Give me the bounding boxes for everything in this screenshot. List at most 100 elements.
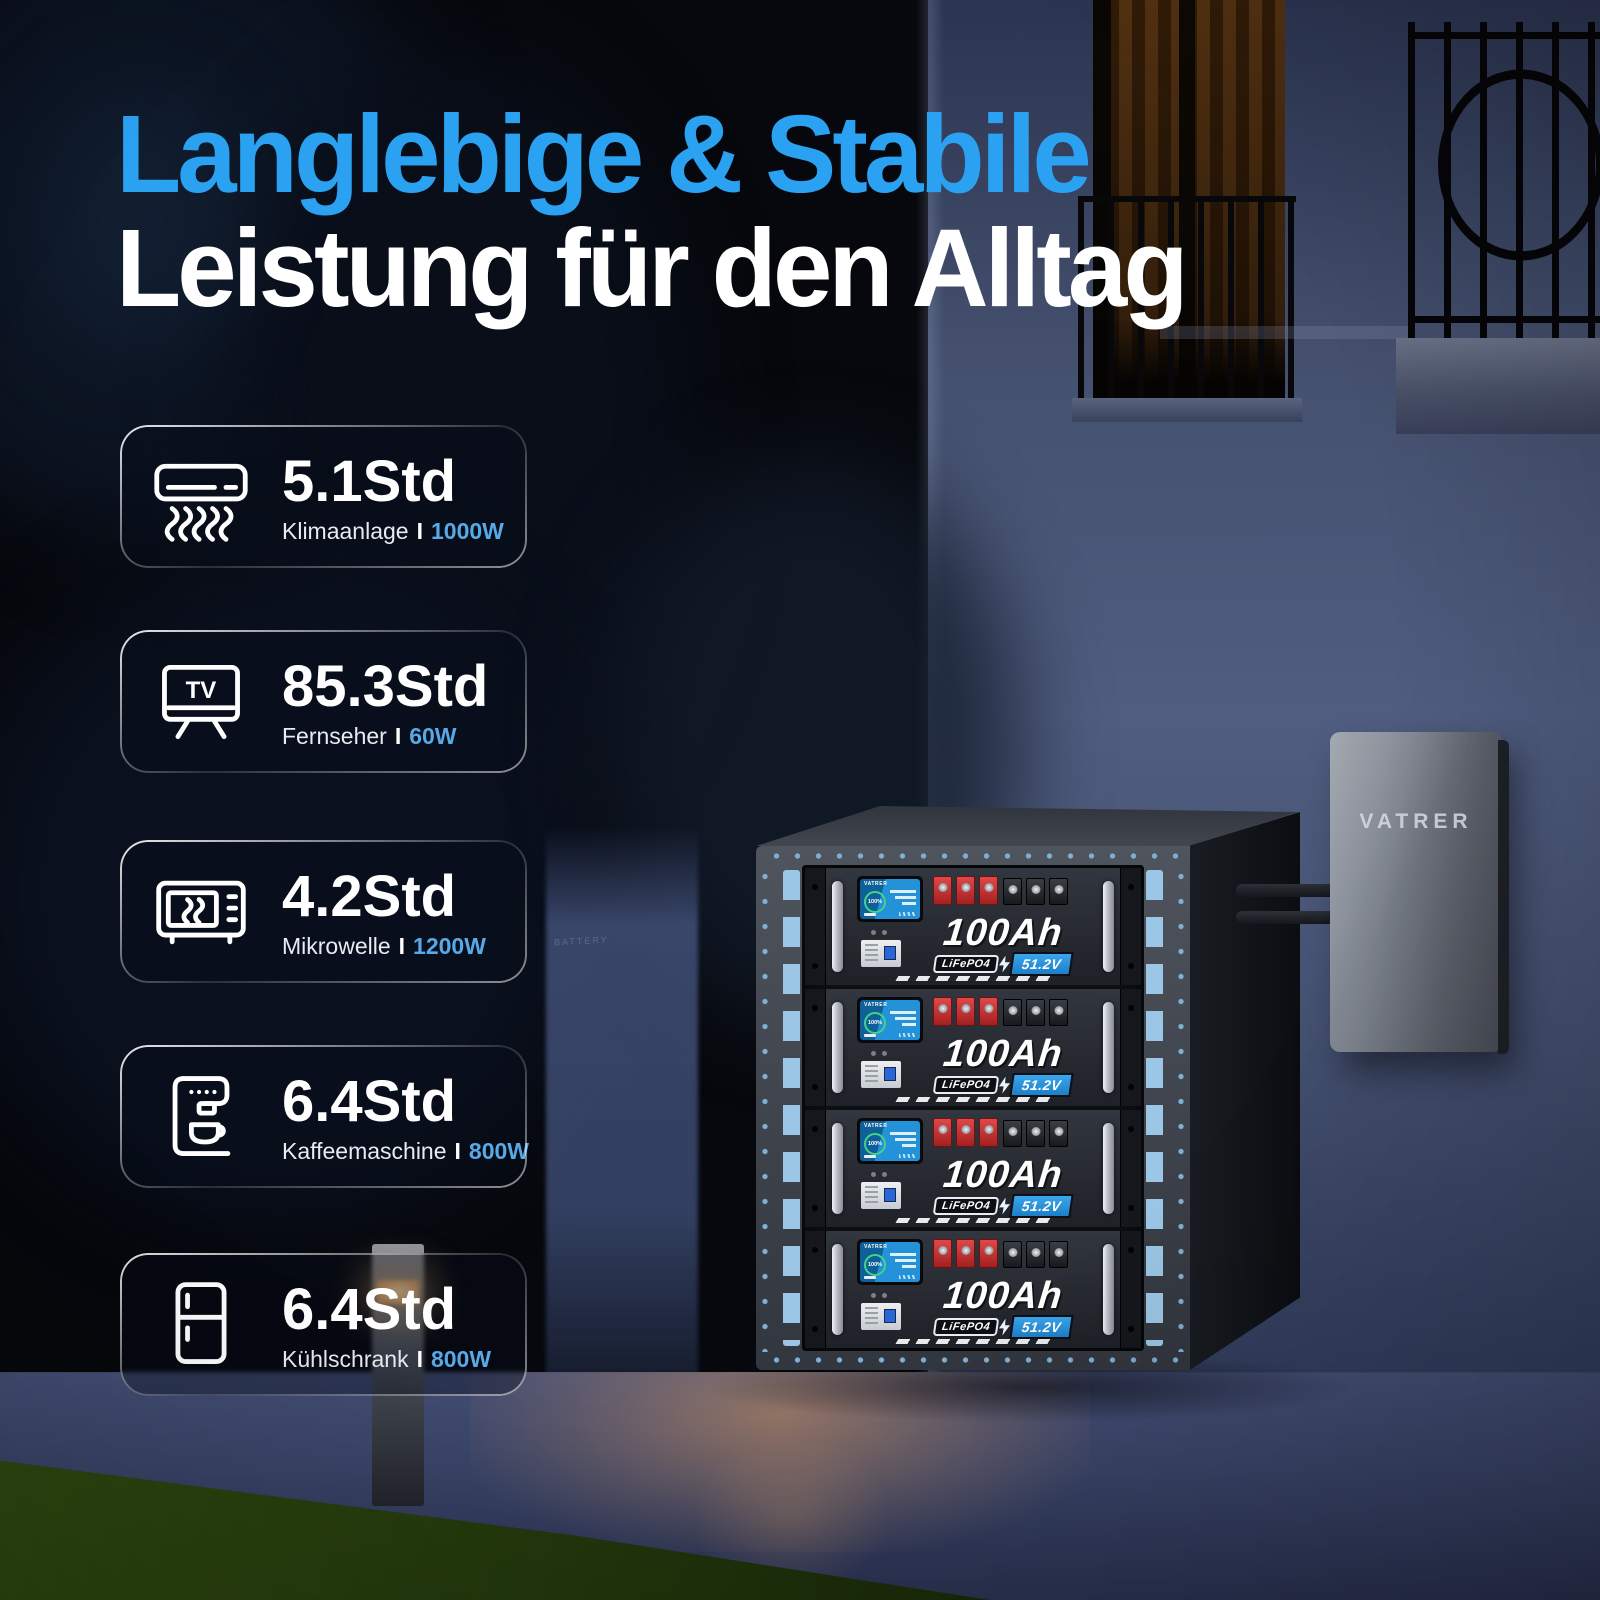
battery-voltage-badge: 51.2V — [1009, 952, 1074, 976]
battery-chemistry-badge: LiFePO4 — [932, 1197, 1000, 1215]
battery-brand-label: VATRER — [864, 1123, 888, 1129]
headline: Langlebige & Stabile Leistung für den Al… — [116, 93, 1189, 331]
decorative-dashes — [895, 1339, 1057, 1344]
battery-capacity-label: 100Ah — [941, 912, 1065, 954]
lightning-icon — [999, 1318, 1011, 1336]
display-button — [864, 912, 876, 916]
battery-handle-right — [1103, 1123, 1114, 1214]
ornate-iron-railing — [1408, 22, 1600, 340]
indicator-leds — [871, 1051, 876, 1056]
battery-handle-right — [1103, 1002, 1114, 1093]
display-button — [864, 1033, 876, 1037]
rack-led-strip-right — [1146, 870, 1163, 1346]
negative-terminals — [1003, 999, 1068, 1026]
mounting-rail — [1120, 868, 1141, 985]
lightning-icon — [999, 1076, 1011, 1094]
battery-display: VATRER 100% — [857, 997, 923, 1043]
headline-line1: Langlebige & Stabile — [116, 93, 1092, 216]
decorative-dashes — [895, 1097, 1057, 1102]
negative-terminals — [1003, 1120, 1068, 1147]
soc-gauge: 100% — [864, 891, 886, 913]
battery-module-2: VATRER 100% 100Ah LiFePO4 51.2V — [805, 989, 1141, 1106]
rack-vent-dots — [1175, 864, 1187, 1352]
balcony-railing — [1072, 196, 1302, 408]
battery-display-screen: VATRER 100% — [860, 1242, 920, 1282]
display-hatch — [899, 911, 916, 916]
runtime-value: 85.3Std — [282, 654, 489, 719]
battery-display-screen: VATRER 100% — [860, 1000, 920, 1040]
appliance-label: Mikrowelle — [282, 933, 391, 959]
indicator-leds — [871, 930, 876, 935]
runtime-value: 5.1Std — [282, 449, 457, 514]
decorative-dashes — [895, 976, 1057, 981]
mounting-rail — [1120, 1231, 1141, 1348]
soc-value: 100% — [867, 1262, 883, 1268]
battery-chemistry-badge: LiFePO4 — [932, 1076, 1000, 1094]
battery-handle-right — [1103, 881, 1114, 972]
battery-capacity-label: 100Ah — [941, 1033, 1065, 1075]
conduit-pipe — [1236, 911, 1346, 924]
battery-display-screen: VATRER 100% — [860, 1121, 920, 1161]
air-conditioner-icon — [120, 447, 282, 547]
soc-gauge: 100% — [864, 1133, 886, 1155]
positive-terminals — [933, 997, 998, 1026]
battery-chemistry-badge: LiFePO4 — [932, 955, 1000, 973]
battery-capacity-label: 100Ah — [941, 1154, 1065, 1196]
battery-display: VATRER 100% — [857, 1118, 923, 1164]
mounting-rail — [805, 1231, 826, 1348]
runtime-value: 6.4Std — [282, 1277, 457, 1342]
runtime-detail: Fernseher I 60W — [282, 723, 517, 750]
wattage-label: 800W — [430, 1346, 492, 1372]
display-button — [864, 1154, 876, 1158]
separator: I — [416, 518, 423, 544]
window-sill — [1072, 398, 1302, 422]
coffee-machine-icon — [120, 1067, 282, 1167]
battery-badges: LiFePO4 51.2V — [865, 952, 1141, 976]
lightning-icon — [999, 1197, 1011, 1215]
battery-display-screen: VATRER 100% — [860, 879, 920, 919]
wall-mounted-inverter: VATRER — [1330, 732, 1509, 1054]
display-hatch — [899, 1032, 916, 1037]
display-hatch — [899, 1153, 916, 1158]
battery-breaker — [861, 1303, 901, 1330]
wattage-label: 1200W — [413, 933, 486, 959]
battery-rack: VATRER 100% 100Ah LiFePO4 51.2V — [756, 846, 1190, 1370]
separator: I — [398, 933, 406, 959]
rack-bay: VATRER 100% 100Ah LiFePO4 51.2V — [802, 865, 1144, 1351]
display-hatch — [899, 1274, 916, 1279]
mounting-rail — [805, 868, 826, 985]
inverter-brand-logo: VATRER — [1359, 810, 1473, 833]
tv-icon-label: TV — [186, 677, 217, 704]
positive-terminals — [933, 876, 998, 905]
soc-value: 100% — [867, 899, 883, 905]
soc-gauge: 100% — [864, 1254, 886, 1276]
battery-badges: LiFePO4 51.2V — [865, 1073, 1141, 1097]
battery-handle-left — [832, 881, 843, 972]
headline-line2: Leistung für den Alltag — [116, 207, 1189, 331]
decorative-dashes — [895, 1218, 1057, 1223]
appliance-label: Kaffeemaschine — [282, 1138, 447, 1164]
rack-vent-dots — [766, 1354, 1180, 1366]
wattage-label: 800W — [468, 1138, 529, 1164]
rack-vent-dots — [759, 864, 771, 1352]
display-readouts — [890, 1253, 916, 1271]
runtime-detail: Mikrowelle I 1200W — [282, 933, 517, 960]
battery-display: VATRER 100% — [857, 876, 923, 922]
battery-breaker — [861, 1061, 901, 1088]
battery-badges: LiFePO4 51.2V — [865, 1315, 1141, 1339]
lit-pillar — [546, 826, 698, 1374]
runtime-value: 4.2Std — [282, 864, 457, 929]
battery-module-4: VATRER 100% 100Ah LiFePO4 51.2V — [805, 1231, 1141, 1348]
battery-voltage-badge: 51.2V — [1009, 1194, 1074, 1218]
runtime-detail: Kaffeemaschine I 800W — [282, 1138, 529, 1165]
indicator-leds — [871, 1172, 876, 1177]
mounting-rail — [805, 1110, 826, 1227]
conduit-pipe — [1236, 884, 1346, 897]
battery-module-3: VATRER 100% 100Ah LiFePO4 51.2V — [805, 1110, 1141, 1227]
moonlight-patch — [40, 90, 240, 350]
inverter-side-edge — [1498, 740, 1509, 1054]
positive-terminals — [933, 1118, 998, 1147]
battery-display: VATRER 100% — [857, 1239, 923, 1285]
rack-vent-dots — [766, 850, 1180, 862]
